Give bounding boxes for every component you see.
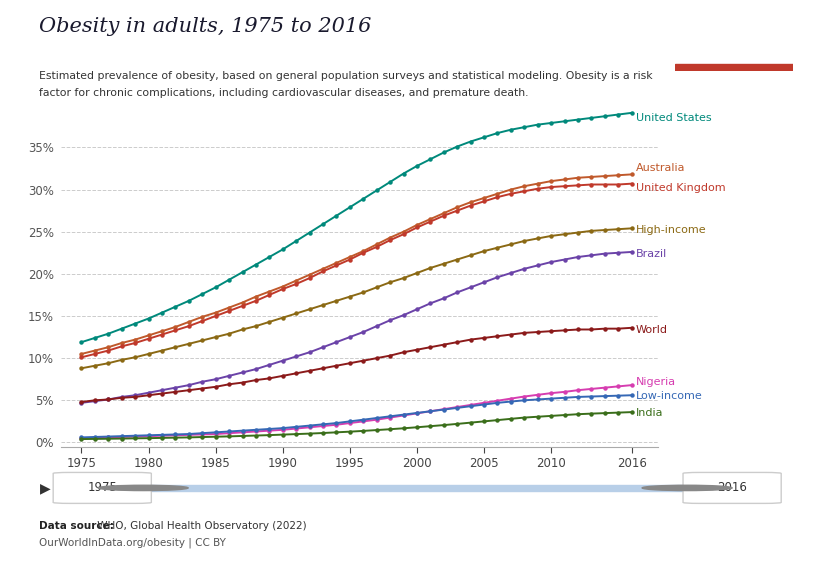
Circle shape bbox=[98, 485, 188, 490]
FancyBboxPatch shape bbox=[683, 472, 781, 504]
Text: United Kingdom: United Kingdom bbox=[636, 183, 726, 193]
Text: Obesity in adults, 1975 to 2016: Obesity in adults, 1975 to 2016 bbox=[39, 17, 371, 36]
Text: Nigeria: Nigeria bbox=[636, 377, 676, 387]
Text: High-income: High-income bbox=[636, 225, 706, 235]
Text: Our World: Our World bbox=[704, 23, 764, 33]
Text: India: India bbox=[636, 408, 663, 418]
Text: in Data: in Data bbox=[713, 41, 755, 51]
Text: 2016: 2016 bbox=[717, 481, 747, 494]
Bar bbox=[143, 485, 687, 491]
Text: United States: United States bbox=[636, 113, 712, 123]
Text: Data source:: Data source: bbox=[39, 521, 115, 531]
Text: 1975: 1975 bbox=[88, 481, 117, 494]
Text: OurWorldInData.org/obesity | CC BY: OurWorldInData.org/obesity | CC BY bbox=[39, 538, 226, 548]
Circle shape bbox=[642, 485, 732, 490]
Text: Low-income: Low-income bbox=[636, 391, 703, 401]
Text: World: World bbox=[636, 325, 667, 335]
Text: Estimated prevalence of obesity, based on general population surveys and statist: Estimated prevalence of obesity, based o… bbox=[39, 71, 653, 81]
Text: Brazil: Brazil bbox=[636, 249, 667, 259]
Text: Australia: Australia bbox=[636, 163, 685, 174]
FancyBboxPatch shape bbox=[53, 472, 151, 504]
Text: factor for chronic complications, including cardiovascular diseases, and prematu: factor for chronic complications, includ… bbox=[39, 88, 528, 98]
Text: WHO, Global Health Observatory (2022): WHO, Global Health Observatory (2022) bbox=[94, 521, 307, 531]
Bar bbox=[675, 64, 793, 71]
Text: ▶: ▶ bbox=[40, 481, 50, 495]
